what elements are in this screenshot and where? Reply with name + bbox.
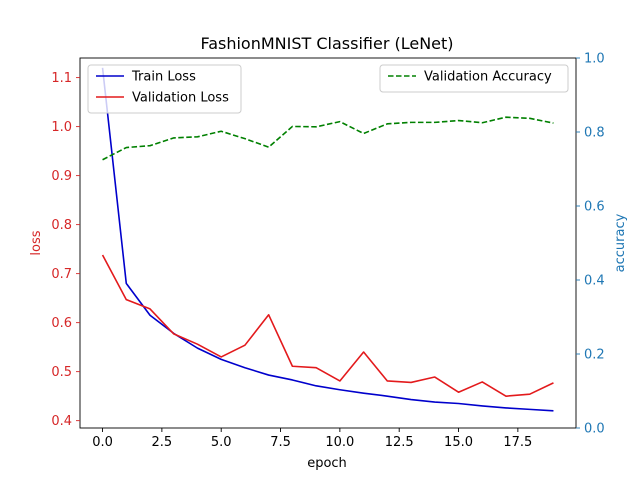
- legend-label-validation-loss: Validation Loss: [132, 91, 229, 106]
- x-tick-label: 7.5: [270, 435, 291, 450]
- series-line-validation-loss: [101, 254, 554, 397]
- legend-box-upper-right: [379, 64, 569, 93]
- x-tick-label: 12.5: [385, 435, 414, 450]
- y-left-tick-label: 1.0: [51, 120, 72, 135]
- y-right-tick-label: 0.0: [584, 422, 605, 437]
- y-right-tick-label: 0.6: [584, 200, 605, 215]
- y-left-tick-label: 0.6: [51, 316, 72, 331]
- chart-title: FashionMNIST Classifier (LeNet): [200, 34, 453, 53]
- y-left-tick-label: 0.8: [51, 218, 72, 233]
- x-tick-label: 15.0: [444, 435, 473, 450]
- y-right-tick-label: 0.4: [584, 274, 605, 289]
- series-line-validation-accuracy: [102, 116, 554, 161]
- x-tick-label: 10.0: [325, 435, 354, 450]
- legends: Train Loss Validation Loss Validation Accu…: [87, 64, 569, 114]
- y-axis-label-left: loss: [29, 230, 44, 255]
- y-left-tick-label: 1.1: [51, 71, 72, 86]
- y-axis-label-right: accuracy: [613, 213, 628, 272]
- plot-frame: [79, 57, 577, 429]
- x-tick-label: 5.0: [211, 435, 232, 450]
- y-left-tick-label: 0.4: [51, 414, 72, 429]
- y-right-tick-label: 1.0: [584, 52, 605, 67]
- x-axis-label: epoch: [307, 456, 347, 471]
- legend-box-upper-left: [87, 64, 242, 114]
- y-left-tick-label: 0.9: [51, 169, 72, 184]
- x-tick-label: 17.5: [503, 435, 532, 450]
- axes: 0.0 2.5 5.0 7.5 10.0 12.5 15.0 17.5 0.4 0.5 0.6 0.7…: [51, 52, 604, 451]
- y-right-tick-label: 0.8: [584, 126, 605, 141]
- y-left-tick-label: 0.5: [51, 365, 72, 380]
- y-right-tick-label: 0.2: [584, 348, 605, 363]
- plot-area: [101, 67, 554, 412]
- x-tick-label: 2.5: [152, 435, 173, 450]
- y-left-tick-label: 0.7: [51, 267, 72, 282]
- legend-label-train-loss: Train Loss: [131, 70, 196, 85]
- legend-label-validation-accuracy: Validation Accuracy: [424, 70, 552, 85]
- x-tick-label: 0.0: [92, 435, 113, 450]
